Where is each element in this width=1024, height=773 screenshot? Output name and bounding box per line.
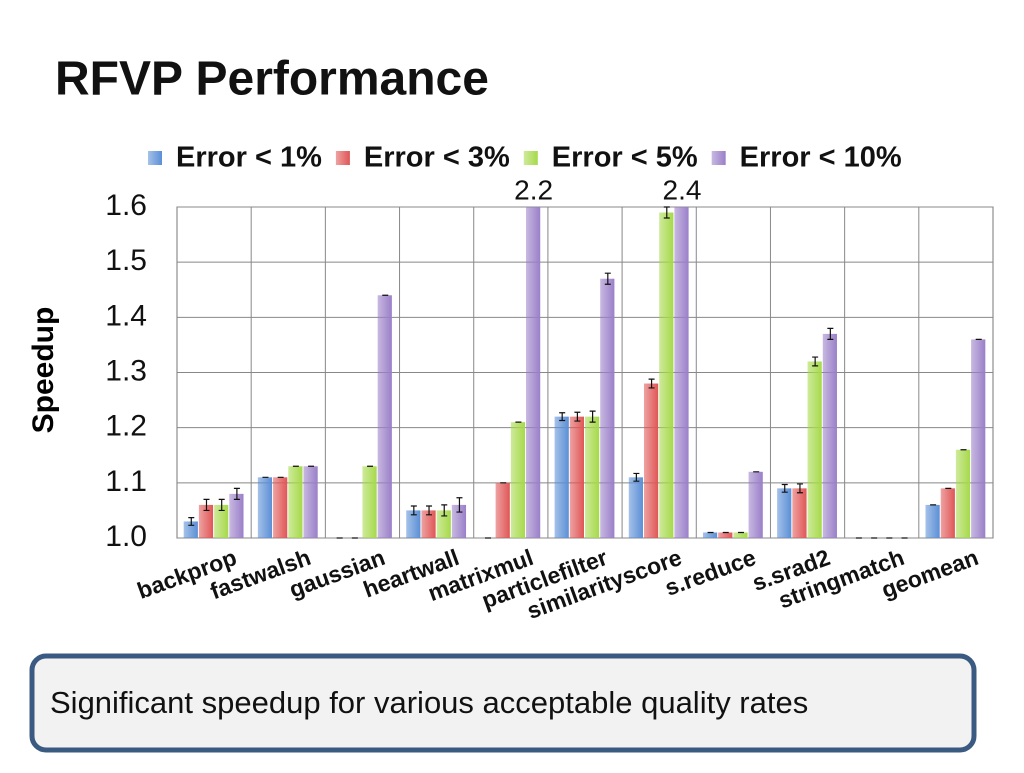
bar [214,504,229,538]
bar [229,493,244,538]
y-tick-label: 1.6 [105,189,147,222]
bar [377,295,392,538]
bar [406,510,421,538]
legend-swatch [148,151,162,165]
bar [733,532,748,538]
bar [940,488,955,538]
y-tick-label: 1.1 [105,465,147,498]
bar [257,477,273,538]
error-bar [233,487,240,500]
y-tick-label: 1.2 [105,410,147,443]
legend-swatch [711,151,726,165]
bar [600,278,615,538]
error-bar [456,497,463,513]
y-axis-label: Speedup [27,307,60,434]
bar [436,510,451,538]
bar [925,504,940,538]
bar [303,466,318,538]
bar [643,383,659,538]
legend-label: Error < 1% [176,142,322,174]
legend-swatch [335,151,350,165]
error-bar [574,411,581,422]
error-bar [188,516,195,526]
bars [183,207,986,538]
legend-label: Error < 10% [740,142,902,174]
bar [702,532,718,538]
caption-box [29,653,977,753]
error-bar [796,483,803,494]
bar [659,212,674,538]
bar [628,477,643,538]
bar [288,466,303,538]
bar [273,477,288,538]
bar [807,361,822,538]
y-tick-label: 1.0 [105,520,147,553]
error-bar [648,378,655,389]
error-bar [663,206,670,219]
error-bar [218,498,225,512]
error-bar [604,272,611,285]
error-bar [410,505,417,516]
bar [822,333,837,538]
error-bar [426,505,433,516]
y-tick-label: 1.3 [105,354,147,387]
bar [421,510,436,538]
bar [569,416,584,538]
error-bar [203,498,210,512]
bar [495,482,510,538]
error-bar [441,504,448,517]
error-bar [633,472,640,482]
bar [362,466,377,538]
bar [451,504,467,538]
error-bar [827,327,834,340]
bar [585,416,600,538]
bar [674,207,689,538]
legend-label: Error < 5% [552,142,698,174]
error-bar [812,356,819,367]
value-label: 2.4 [663,174,702,205]
slide-title: RFVP Performance [55,53,489,106]
error-bar [781,483,788,493]
value-label: 2.2 [514,174,553,205]
bar [777,488,792,538]
bar [792,488,807,538]
error-bar [559,412,566,422]
bar [748,471,763,538]
bar [718,532,733,538]
legend-swatch [523,151,538,165]
bar [971,339,986,538]
bar [526,207,541,538]
y-tick-label: 1.5 [105,244,147,277]
bar [554,416,569,538]
caption: Significant speedup for various acceptab… [50,685,808,720]
bar [183,521,198,538]
bar [510,422,526,538]
y-tick-label: 1.4 [105,299,147,332]
bar [198,504,214,538]
legend-label: Error < 3% [364,142,510,174]
bar [955,449,971,538]
error-bar [589,410,596,423]
